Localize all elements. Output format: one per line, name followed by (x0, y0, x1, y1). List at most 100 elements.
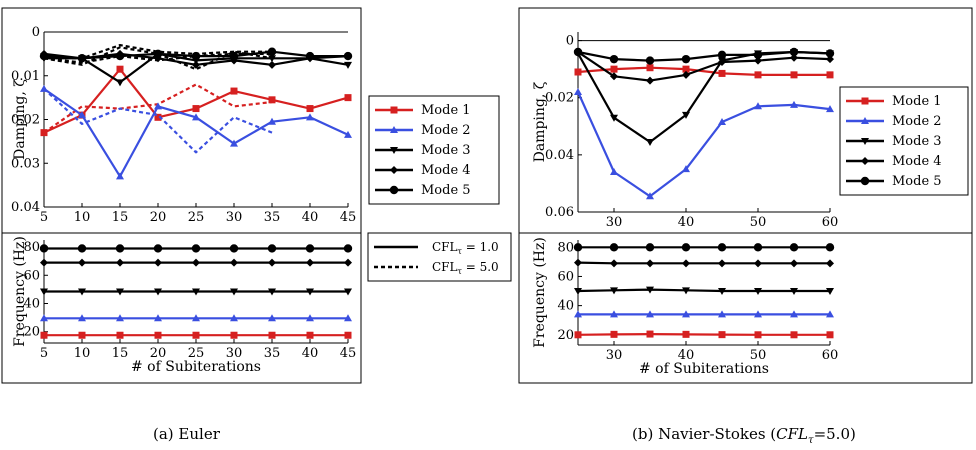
data-point (826, 71, 834, 79)
data-point (646, 64, 654, 72)
legend-marker (861, 138, 869, 145)
x-tick-label: 10 (74, 210, 91, 225)
data-point (574, 88, 582, 95)
data-point (153, 244, 163, 253)
data-point (230, 87, 238, 95)
data-point (754, 56, 762, 65)
euler-mode-legend: Mode 1 Mode 2 Mode 3 Mode 4 Mode 5 (368, 95, 500, 205)
data-point (154, 288, 162, 296)
data-point (682, 165, 690, 173)
data-point (753, 243, 763, 252)
data-point (790, 310, 798, 318)
data-point (789, 243, 799, 252)
x-tick-label: 40 (678, 215, 695, 230)
data-point (192, 258, 200, 267)
series-line (577, 261, 830, 265)
series-line (43, 68, 349, 134)
data-point (609, 54, 619, 64)
y-tick-label: 60 (23, 268, 40, 283)
y-tick-label: 80 (23, 240, 40, 255)
data-point (682, 287, 690, 295)
x-tick-label: 30 (226, 210, 243, 225)
series-mode5-cfl-5.0 (44, 43, 272, 60)
series-mode5 (573, 243, 835, 252)
data-point (574, 331, 582, 339)
data-point (718, 288, 726, 296)
data-point (573, 47, 583, 57)
x-tick-label: 45 (340, 346, 357, 361)
data-point (718, 69, 726, 77)
legend-marker (861, 97, 869, 105)
data-point (268, 96, 276, 104)
series-mode5 (573, 47, 835, 65)
data-point (191, 244, 201, 253)
data-point (344, 94, 352, 102)
series-line (577, 50, 831, 62)
series-line (577, 51, 831, 82)
x-tick-label: 20 (150, 210, 167, 225)
x-tick-label: 30 (606, 348, 623, 363)
x-axis-label: # of Subiterations (639, 361, 769, 377)
series-line (44, 43, 272, 60)
data-point (192, 113, 200, 121)
data-point (267, 47, 277, 56)
legend-entry-mode2: Mode 2 (375, 123, 471, 138)
legend-entry-mode5: Mode 5 (375, 183, 471, 198)
y-tick-label: 0.04 (545, 148, 574, 163)
data-point (718, 118, 726, 125)
data-point (115, 244, 125, 253)
legend-label: Mode 2 (421, 123, 471, 138)
data-point (116, 331, 124, 339)
data-point (268, 288, 276, 296)
data-point (754, 310, 762, 318)
legend-label: Mode 1 (892, 94, 942, 109)
data-point (78, 111, 86, 119)
legend-entry-mode4: Mode 4 (846, 154, 942, 169)
y-axis-label: Frequency (Hz) (532, 237, 548, 348)
data-point (230, 331, 238, 339)
legend-frame (367, 232, 512, 282)
y-axis-label: Damping, ζ (12, 79, 28, 160)
x-tick-label: 40 (302, 210, 319, 225)
series-mode3 (40, 288, 352, 296)
series-mode2 (574, 310, 834, 318)
data-point (682, 310, 690, 318)
series-mode1 (574, 330, 834, 339)
legend-label: Mode 4 (421, 163, 471, 178)
x-tick-label: 35 (264, 346, 281, 361)
data-point (718, 310, 726, 318)
data-point (116, 79, 124, 87)
data-point (344, 61, 352, 69)
data-point (754, 102, 762, 110)
data-point (344, 288, 352, 296)
data-point (646, 259, 654, 268)
series-mode4 (574, 258, 834, 268)
euler-figure-frame (1, 7, 362, 384)
legend-entry-mode4: Mode 4 (375, 163, 471, 178)
series-mode3 (574, 286, 834, 296)
series-mode3 (574, 49, 834, 146)
data-point (39, 244, 49, 253)
data-point (306, 314, 314, 322)
data-point (646, 310, 654, 318)
caption-b: (b) Navier-Stokes (CFLτ=5.0) (632, 425, 856, 446)
data-point (268, 258, 276, 267)
data-point (646, 139, 654, 146)
legend-marker (861, 157, 869, 165)
data-point (192, 105, 200, 113)
data-point (753, 50, 763, 60)
data-point (344, 331, 352, 339)
data-point (40, 331, 48, 339)
legend-marker (390, 106, 398, 114)
data-point (790, 71, 798, 79)
data-point (646, 192, 654, 200)
data-point (826, 310, 834, 318)
legend-marker (390, 126, 398, 133)
legend-marker (860, 176, 870, 186)
data-point (646, 330, 654, 338)
y-tick-label: 40 (23, 296, 40, 311)
series-line (43, 88, 273, 154)
legend-entry-mode1: Mode 1 (375, 103, 471, 118)
x-tick-label: 5 (40, 346, 48, 361)
x-tick-label: 50 (750, 215, 767, 230)
